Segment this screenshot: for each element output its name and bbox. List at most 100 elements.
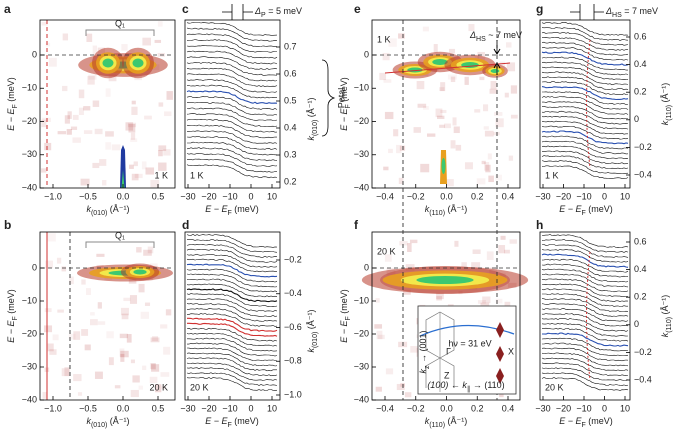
- spectrum-curve: [187, 141, 277, 156]
- intensity-speck: [114, 385, 121, 389]
- intensity-speck: [484, 130, 494, 137]
- panel-label: e: [354, 2, 361, 16]
- spectrum-curve: [186, 357, 277, 372]
- spectrum-curve: [541, 110, 629, 125]
- x-axis-label: k(110) (Å⁻¹): [425, 416, 468, 429]
- tick-label: 0: [602, 191, 607, 201]
- intensity-speck: [47, 343, 54, 352]
- spectrum-curve: [186, 372, 278, 386]
- intensity-speck: [83, 130, 93, 134]
- intensity-speck: [379, 72, 387, 81]
- tick-label: −10: [222, 191, 237, 201]
- intensity-speck: [494, 112, 503, 116]
- tick-label: 0.6: [284, 68, 297, 78]
- x-axis-label-main: k: [86, 204, 91, 214]
- intensity-speck: [131, 106, 138, 115]
- intensity-blob: [432, 59, 448, 65]
- intensity-speck: [461, 262, 467, 268]
- intensity-speck: [77, 392, 83, 396]
- spectrum-curve: [541, 362, 629, 377]
- x-axis-label-sub: (010): [91, 210, 107, 217]
- spectrum-curve: [186, 293, 278, 308]
- spectrum-curve: [541, 81, 629, 95]
- tick-label: −20: [354, 116, 369, 126]
- x-axis-label-sub: F: [227, 422, 231, 429]
- plot-frame: [539, 19, 631, 189]
- intensity-speck: [479, 76, 485, 81]
- spectrum-curve: [186, 96, 278, 110]
- intensity-speck: [130, 389, 139, 398]
- spectrum-curve: [541, 71, 629, 86]
- tick-label: −30: [180, 191, 195, 201]
- spectrum-curve: [541, 377, 629, 391]
- tick-label: −0.2: [407, 191, 425, 201]
- intensity-speck: [140, 311, 149, 319]
- tick-label: 0.3: [284, 149, 297, 159]
- y-axis-label: E − EF (meV): [6, 289, 19, 343]
- intensity-speck: [92, 100, 100, 107]
- intensity-speck: [57, 131, 67, 135]
- intensity-speck: [493, 131, 500, 136]
- brace-label: Petal: [336, 88, 346, 109]
- tick-label: −0.4: [634, 374, 652, 384]
- intensity-speck: [158, 145, 167, 152]
- x-axis-label-main: E − E: [205, 204, 228, 214]
- intensity-speck: [508, 155, 514, 161]
- panel-label: d: [182, 218, 189, 232]
- intensity-speck: [99, 159, 107, 166]
- intensity-speck: [160, 324, 168, 329]
- intensity-speck: [161, 385, 166, 390]
- intensity-speck: [78, 89, 85, 99]
- inset-text-main: (100) ← k: [427, 380, 467, 390]
- intensity-speck: [495, 174, 502, 181]
- intensity-speck: [436, 296, 443, 301]
- intensity-speck: [132, 375, 140, 383]
- spectrum-curve: [541, 244, 629, 258]
- y-axis-label-sub: (010): [312, 332, 319, 348]
- y-axis-label-sub: F: [345, 316, 352, 320]
- intensity-speck: [439, 124, 445, 128]
- intensity-speck: [509, 239, 517, 244]
- tick-label: 0.0: [440, 191, 453, 201]
- spectrum-curve: [541, 347, 629, 362]
- intensity-speck: [426, 133, 436, 137]
- spectrum-curve: [186, 113, 278, 127]
- spectrum-curve: [186, 253, 278, 268]
- intensity-blob: [490, 69, 500, 73]
- intensity-streak: [120, 145, 126, 188]
- gap-label: ΔHS ~ 7 meV: [469, 30, 522, 43]
- intensity-blob: [102, 58, 114, 68]
- inset-text-unit: → (001): [418, 330, 428, 365]
- intensity-speck: [125, 122, 134, 131]
- x-axis-label-main: E − E: [205, 416, 228, 426]
- intensity-speck: [383, 79, 392, 83]
- intensity-speck: [396, 144, 402, 154]
- intensity-speck: [70, 126, 78, 130]
- intensity-speck: [483, 126, 489, 130]
- spectrum-curve: [186, 243, 278, 258]
- intensity-speck: [130, 132, 136, 140]
- temperature-label: 1 K: [190, 170, 204, 180]
- x-axis-label-main: E − E: [559, 416, 582, 426]
- x-axis-label-unit: (Å⁻¹): [107, 416, 129, 426]
- spectrum-curve: [186, 153, 278, 167]
- x-axis-label: E − EF (meV): [559, 416, 613, 429]
- intensity-speck: [510, 114, 518, 119]
- dispersion-curve: [586, 39, 591, 169]
- spectrum-curve: [186, 124, 278, 139]
- intensity-speck: [41, 168, 47, 173]
- intensity-speck: [399, 240, 408, 246]
- intensity-speck: [474, 109, 481, 113]
- intensity-speck: [145, 167, 155, 175]
- intensity-speck: [490, 81, 497, 90]
- intensity-speck: [486, 251, 494, 260]
- spectrum-curve: [541, 130, 629, 145]
- y-axis-label: E − EF (meV): [6, 77, 19, 131]
- intensity-speck: [398, 33, 405, 39]
- spectrum-curve: [186, 298, 278, 312]
- spectrum-curve: [186, 90, 278, 105]
- spectrum-curve: [187, 158, 278, 173]
- spectrum-curve: [186, 50, 278, 65]
- intensity-speck: [56, 257, 62, 264]
- panel-label: f: [354, 218, 359, 232]
